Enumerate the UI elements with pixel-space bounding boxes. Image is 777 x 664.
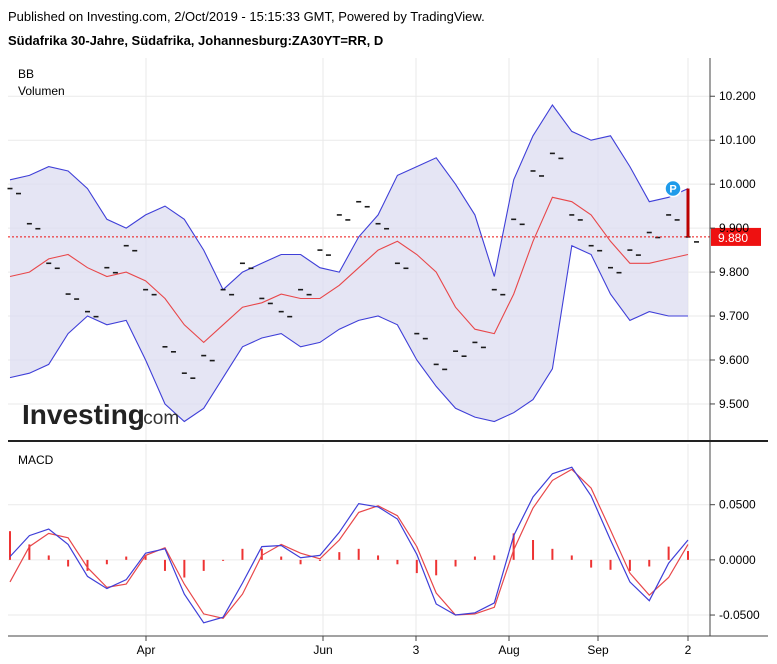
indicator-label-bb: BB <box>18 67 34 81</box>
investing-logo: Investing .com <box>22 399 179 430</box>
macd-histogram-bar <box>67 559 70 567</box>
y-tick-label: -0.0500 <box>719 608 760 622</box>
macd-histogram-bar <box>454 559 457 567</box>
bollinger-upper-line <box>9 104 689 291</box>
y-tick-label: 9.700 <box>719 309 749 323</box>
y-tick-label: 0.0000 <box>719 553 756 567</box>
macd-histogram-bar <box>222 559 225 561</box>
macd-histogram-bar <box>512 533 515 560</box>
y-tick-label: 9.600 <box>719 353 749 367</box>
price-series-group: 9.880 P <box>7 104 761 423</box>
macd-histogram-bar <box>357 548 360 560</box>
indicator-label-volume: Volumen <box>18 84 65 98</box>
macd-histogram-bar <box>299 559 302 565</box>
macd-line <box>9 466 689 624</box>
x-tick-label: Apr <box>137 643 156 657</box>
y-tick-label: 10.100 <box>719 133 756 147</box>
y-axis-ticks: 10.200 10.100 10.000 9.900 9.800 9.700 9.600 9.… <box>710 89 760 622</box>
macd-histogram-bar <box>628 559 631 571</box>
logo-suffix: .com <box>138 408 179 429</box>
macd-histogram-bar <box>570 555 573 560</box>
x-tick-label: 3 <box>413 643 420 657</box>
macd-histogram-bar <box>493 555 496 560</box>
macd-histogram-bar <box>86 559 89 571</box>
macd-histogram-bar <box>47 555 50 560</box>
macd-histogram-bar <box>396 559 399 565</box>
macd-histogram-bar <box>473 556 476 560</box>
macd-histogram-bar <box>435 559 438 576</box>
bollinger-lower-line <box>9 244 688 423</box>
macd-histogram-bar <box>202 559 205 571</box>
macd-histogram-bar <box>532 540 535 560</box>
x-axis-ticks: Apr Jun 3 Aug Sep 2 <box>137 636 692 657</box>
logo-brand: Investing <box>22 399 145 430</box>
published-caption: Published on Investing.com, 2/Oct/2019 -… <box>8 9 485 24</box>
macd-histogram-bar <box>144 555 147 560</box>
macd-pane-title: MACD <box>18 453 54 467</box>
macd-histogram-bar <box>415 559 418 574</box>
macd-histogram-bar <box>105 559 108 565</box>
y-tick-label: 9.500 <box>719 397 749 411</box>
y-tick-label: 0.0500 <box>719 498 756 512</box>
event-marker-icon <box>664 179 682 198</box>
instrument-title: Südafrika 30-Jahre, Südafrika, Johannesb… <box>8 33 384 48</box>
y-tick-label: 10.000 <box>719 177 756 191</box>
x-tick-label: 2 <box>685 643 692 657</box>
macd-histogram-bar <box>183 559 186 578</box>
bollinger-basis-line <box>9 196 689 344</box>
macd-histogram-bar <box>687 551 689 560</box>
macd-histogram-bar <box>377 555 380 560</box>
macd-histogram-bar <box>163 559 166 571</box>
macd-histogram-bar <box>280 556 283 560</box>
y-tick-label: 9.800 <box>719 265 749 279</box>
macd-histogram-bar <box>551 548 554 560</box>
x-tick-label: Jun <box>313 643 332 657</box>
macd-pane[interactable] <box>8 444 710 636</box>
macd-histogram-bar <box>260 548 263 560</box>
macd-histogram-bar <box>667 546 670 560</box>
last-price-badge <box>711 227 761 246</box>
macd-histogram-bar <box>9 531 11 560</box>
macd-histogram-bar <box>338 552 341 560</box>
x-tick-label: Aug <box>498 643 519 657</box>
event-marker-label: P <box>669 184 676 196</box>
macd-histogram-bar <box>28 544 31 560</box>
macd-histogram-bar <box>125 556 128 560</box>
y-tick-label: 9.900 <box>719 221 749 235</box>
bollinger-band-fill <box>10 105 688 422</box>
macd-series-group <box>9 466 689 624</box>
x-tick-label: Sep <box>587 643 609 657</box>
macd-histogram-bar <box>590 559 593 568</box>
last-price-label: 9.880 <box>718 231 748 245</box>
macd-histogram-bar <box>648 559 651 567</box>
macd-histogram-bar <box>318 559 321 561</box>
macd-histogram-bar <box>609 559 612 570</box>
macd-histogram-bar <box>241 548 244 560</box>
y-tick-label: 10.200 <box>719 89 756 103</box>
